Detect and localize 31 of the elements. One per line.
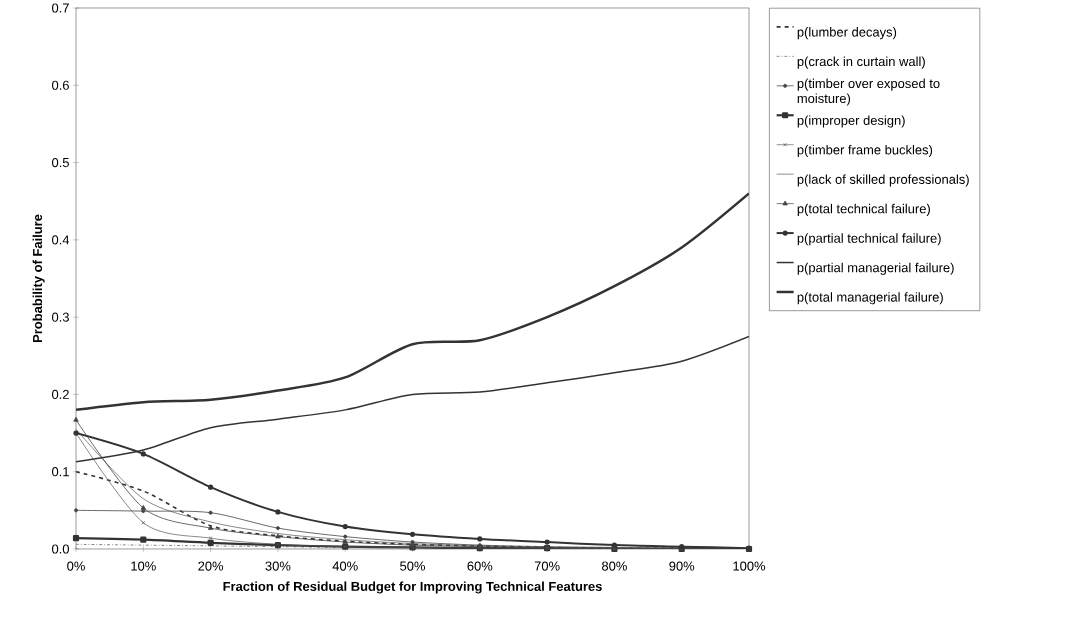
x-tick-label: 40% — [332, 561, 358, 571]
y-axis-title: Probability of Failure — [32, 214, 45, 343]
x-tick-label: 30% — [265, 561, 291, 571]
y-tick-label: 0.1 — [52, 467, 69, 477]
x-tick-label: 80% — [602, 561, 627, 571]
y-tick-label: 0.3 — [52, 312, 69, 322]
y-tick-label: 0.0 — [52, 544, 69, 554]
legend-label: p(total technical failure) — [797, 203, 930, 216]
x-tick-label: 20% — [198, 561, 224, 571]
x-tick-label: 100% — [733, 561, 766, 571]
legend-label: p(lumber decays) — [797, 27, 897, 40]
y-tick-label: 0.6 — [52, 80, 69, 90]
x-tick-label: 60% — [467, 561, 493, 571]
x-axis-title: Fraction of Residual Budget for Improving Technical Features — [223, 581, 602, 594]
x-tick-label: 50% — [400, 561, 426, 571]
legend-label: p(lack of skilled professionals) — [797, 174, 969, 187]
y-tick-label: 0.2 — [52, 389, 69, 399]
legend-label: p(timber frame buckles) — [797, 144, 933, 158]
legend-label: p(partial managerial failure) — [797, 262, 954, 275]
y-tick-label: 0.4 — [52, 235, 70, 245]
legend-label: p(total managerial failure) — [797, 292, 943, 305]
y-tick-label: 0.5 — [52, 157, 69, 168]
x-tick-label: 10% — [131, 561, 156, 571]
legend-label: p(partial technical failure) — [797, 233, 941, 246]
y-tick-label: 0.7 — [52, 3, 69, 13]
legend-label: p(improper design) — [797, 115, 905, 128]
x-tick-label: 70% — [534, 561, 560, 571]
x-tick-label: 90% — [669, 561, 695, 571]
legend-label: p(crack in curtain wall) — [797, 56, 925, 69]
legend-label: p(timber over exposed to moisture) — [797, 78, 940, 106]
x-tick-label: 0% — [67, 561, 85, 571]
